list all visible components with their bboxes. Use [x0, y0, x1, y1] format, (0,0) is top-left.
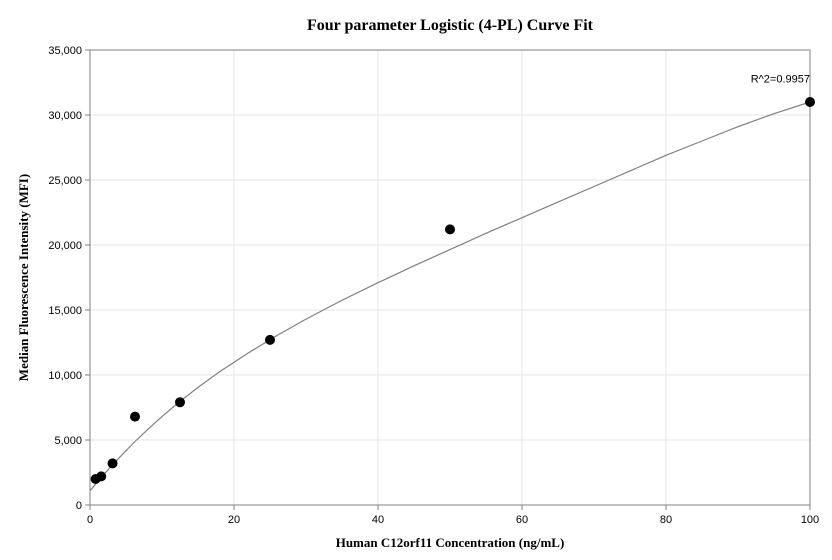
y-tick-label: 25,000	[48, 175, 82, 187]
y-tick-label: 0	[76, 500, 82, 512]
data-point	[805, 97, 815, 107]
chart-svg: 0 5,000 10,000 15,000 20,000 25,000 30,000 35,0…	[0, 0, 832, 560]
y-tick-label: 5,000	[54, 435, 82, 447]
x-tick-label: 40	[372, 514, 384, 526]
data-point	[130, 412, 140, 422]
y-axis-label: Median Fluorescence Intensity (MFI)	[16, 174, 31, 381]
y-tick-label: 20,000	[48, 240, 82, 252]
plot-border	[90, 50, 810, 505]
data-point	[445, 224, 455, 234]
data-point	[265, 335, 275, 345]
y-tick-label: 30,000	[48, 110, 82, 122]
chart-title: Four parameter Logistic (4-PL) Curve Fit	[307, 17, 594, 34]
x-tick-label: 80	[660, 514, 672, 526]
y-tick-label: 10,000	[48, 370, 82, 382]
x-tick-label: 60	[516, 514, 528, 526]
data-point	[175, 397, 185, 407]
data-point	[108, 458, 118, 468]
chart-container: 0 5,000 10,000 15,000 20,000 25,000 30,000 35,0…	[0, 0, 832, 560]
y-tick-label: 15,000	[48, 305, 82, 317]
x-tick-label: 0	[87, 514, 93, 526]
x-axis-label: Human C12orf11 Concentration (ng/mL)	[336, 535, 565, 550]
x-tick-label: 20	[228, 514, 240, 526]
y-tick-label: 35,000	[48, 45, 82, 57]
x-tick-label: 100	[801, 514, 819, 526]
r-squared-annotation: R^2=0.9957	[751, 74, 810, 86]
data-point	[96, 471, 106, 481]
fit-curve	[90, 102, 810, 491]
